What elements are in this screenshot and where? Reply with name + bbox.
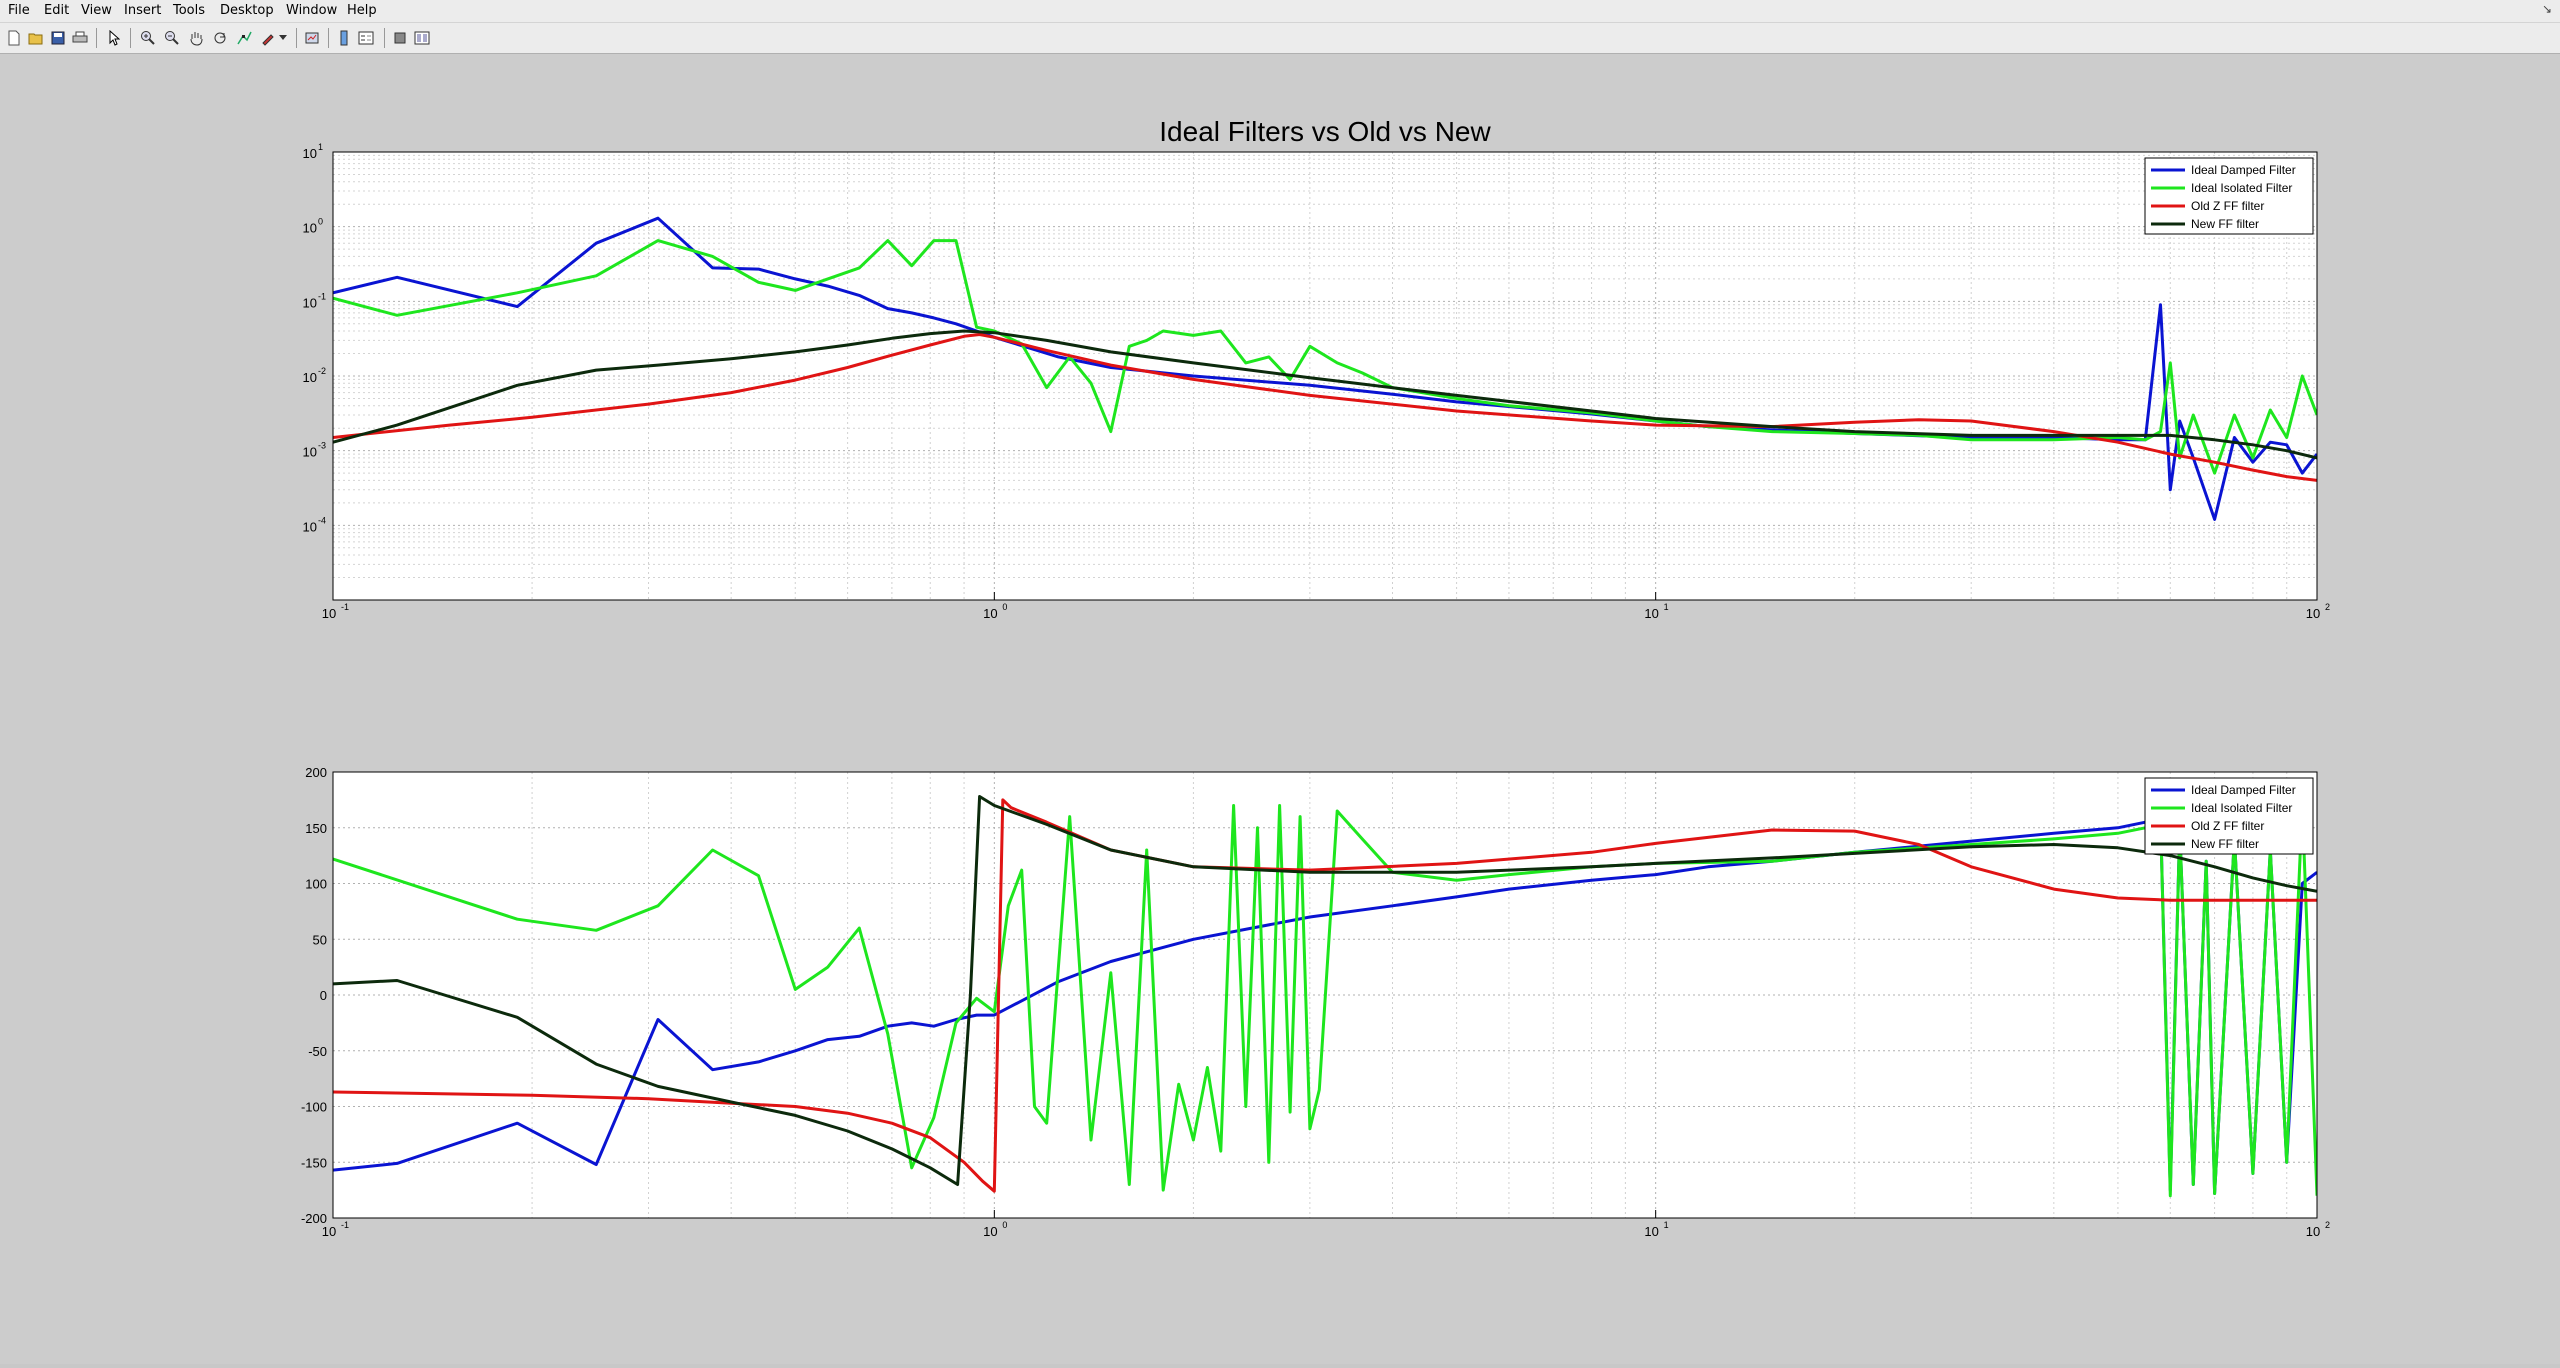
series-line-new-ff-filter [333, 795, 2317, 1186]
legend-1[interactable]: Ideal Damped Filter Ideal Isolated Filter… [2144, 157, 2314, 235]
y-tick-label: 10 [303, 221, 317, 236]
y-tick-label: 50 [313, 932, 327, 947]
data-cursor-icon[interactable] [234, 28, 254, 48]
y-tick-label: 10 [303, 445, 317, 460]
legend-entry: Ideal Damped Filter [2191, 163, 2296, 177]
y-tick-exponent: -3 [318, 441, 326, 451]
y-tick-label: 10 [303, 519, 317, 534]
x-tick-label: 10 [2306, 1224, 2320, 1239]
y-tick-exponent: -4 [318, 515, 326, 525]
menu-help[interactable]: Help [347, 3, 377, 18]
x-tick-label: 10 [1644, 1224, 1658, 1239]
legend-2[interactable]: Ideal Damped Filter Ideal Isolated Filter… [2144, 777, 2314, 855]
x-tick-exponent: 2 [2325, 1220, 2330, 1230]
menu-edit[interactable]: Edit [44, 3, 70, 18]
menu-desktop[interactable]: Desktop [220, 3, 274, 18]
x-tick-exponent: 1 [1664, 1220, 1669, 1230]
y-tick-exponent: -2 [318, 366, 326, 376]
x-tick-exponent: 0 [1002, 1220, 1007, 1230]
y-tick-label: -50 [308, 1044, 327, 1059]
y-tick-label: -200 [301, 1211, 327, 1226]
legend-icon[interactable] [356, 28, 376, 48]
x-tick-label: 10 [322, 606, 336, 621]
new-figure-icon[interactable] [4, 28, 24, 48]
zoom-in-icon[interactable] [138, 28, 158, 48]
y-tick-label: 10 [303, 146, 317, 161]
print-icon[interactable] [70, 28, 90, 48]
figure-canvas: Ideal Filters vs Old vs New 10 -1 10 0 10 1 10… [0, 54, 2560, 1364]
x-tick-exponent: -1 [341, 1220, 349, 1230]
legend-entry: Ideal Isolated Filter [2191, 801, 2292, 815]
figure-title: Ideal Filters vs Old vs New [1159, 116, 1491, 147]
x-tick-label: 10 [322, 1224, 336, 1239]
x-tick-exponent: 0 [1002, 602, 1007, 612]
y-tick-exponent: 1 [318, 142, 323, 152]
zoom-out-icon[interactable] [162, 28, 182, 48]
colorbar-icon[interactable] [334, 28, 354, 48]
save-icon[interactable] [48, 28, 68, 48]
y-tick-label: 0 [320, 988, 327, 1003]
menu-view[interactable]: View [81, 3, 112, 18]
figure-plots: Ideal Filters vs Old vs New 10 -1 10 0 10 1 10… [301, 116, 2330, 1239]
x-tick-label: 10 [2306, 606, 2320, 621]
menu-bar: File Edit View Insert Tools Desktop Wind… [0, 0, 2560, 23]
menu-file[interactable]: File [8, 3, 30, 18]
series-line-old-z-ff-filter [333, 333, 2317, 482]
y-tick-label: 200 [305, 765, 327, 780]
y-tick-exponent: -1 [318, 291, 326, 301]
y-tick-label: 100 [305, 877, 327, 892]
y-tick-label: 10 [303, 370, 317, 385]
grid-lines-1 [332, 152, 2317, 601]
figure-toolbar [0, 23, 2560, 54]
x-tick-exponent: 1 [1664, 602, 1669, 612]
y-tick-label: -100 [301, 1100, 327, 1115]
y-tick-label: 10 [303, 295, 317, 310]
x-tick-label: 10 [983, 606, 997, 621]
x-tick-label: 10 [1644, 606, 1658, 621]
x-tick-exponent: -1 [341, 602, 349, 612]
series-group-1 [333, 216, 2317, 521]
series-line-ideal-isolated-filter [333, 804, 2317, 1198]
legend-entry: Old Z FF filter [2191, 819, 2264, 833]
menu-insert[interactable]: Insert [124, 3, 162, 18]
series-group-2 [333, 795, 2317, 1198]
select-arrow-icon[interactable] [104, 28, 124, 48]
open-file-icon[interactable] [26, 28, 46, 48]
x-tick-exponent: 2 [2325, 602, 2330, 612]
link-plot-icon[interactable] [302, 28, 322, 48]
legend-entry: New FF filter [2191, 217, 2259, 231]
axes-frame-1 [332, 151, 2318, 601]
phase-axes[interactable]: 10 -1 10 0 10 1 10 2200150100500-50-100-150-200… [301, 765, 2330, 1239]
axes-frame-2 [332, 771, 2318, 1219]
y-tick-exponent: 0 [318, 217, 323, 227]
brush-dropdown-icon[interactable] [278, 28, 288, 48]
legend-entry: New FF filter [2191, 837, 2259, 851]
y-tick-label: 150 [305, 821, 327, 836]
show-plot-tools-icon[interactable] [412, 28, 432, 48]
menu-window[interactable]: Window [286, 3, 338, 18]
series-line-ideal-isolated-filter [333, 239, 2317, 475]
hide-plot-tools-icon[interactable] [390, 28, 410, 48]
x-tick-label: 10 [983, 1224, 997, 1239]
rotate-3d-icon[interactable] [210, 28, 230, 48]
pan-hand-icon[interactable] [186, 28, 206, 48]
brush-icon[interactable] [258, 28, 278, 48]
series-line-new-ff-filter [333, 329, 2317, 460]
legend-entry: Old Z FF filter [2191, 199, 2264, 213]
undock-icon[interactable]: ↘ [2541, 2, 2552, 16]
legend-entry: Ideal Damped Filter [2191, 783, 2296, 797]
menu-tools[interactable]: Tools [173, 3, 206, 18]
legend-entry: Ideal Isolated Filter [2191, 181, 2292, 195]
y-tick-label: -150 [301, 1155, 327, 1170]
